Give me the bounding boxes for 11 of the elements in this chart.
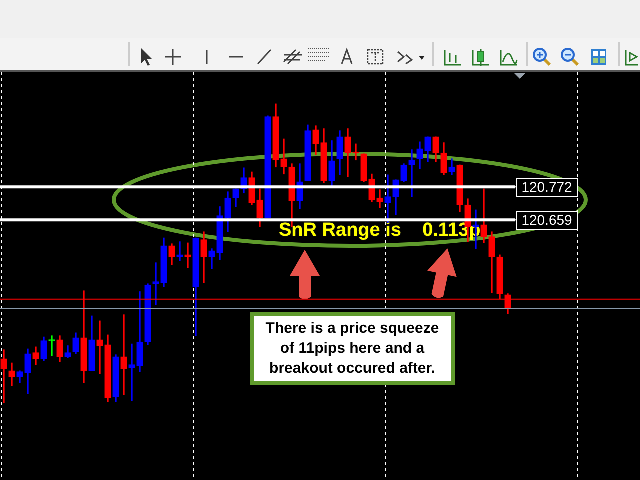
candlestick [152, 262, 160, 306]
ref-line-label: 120.772 [522, 178, 573, 195]
candlestick [128, 344, 136, 402]
candlestick [408, 150, 416, 198]
candlestick [376, 190, 384, 208]
annotation: There is a price squeeze of 11pips here and a breakout occured after. [250, 312, 455, 385]
candlestick [48, 336, 56, 356]
candlestick [120, 314, 128, 396]
candlestick [96, 320, 104, 374]
ref-line-label: 120.659 [522, 212, 573, 228]
candlestick [0, 350, 8, 404]
